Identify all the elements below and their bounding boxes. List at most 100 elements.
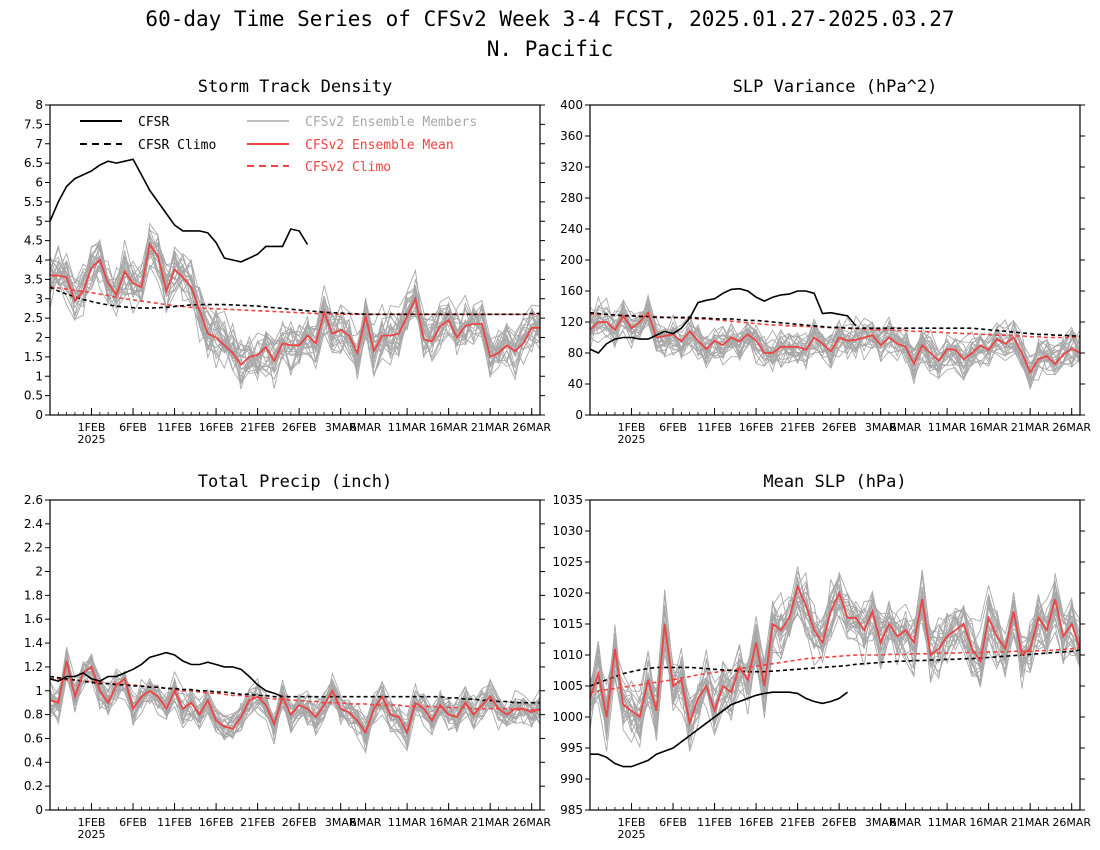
- x-tick-label: 1FEB: [618, 816, 646, 829]
- y-tick-label: 1025: [552, 555, 583, 569]
- y-tick-label: 1000: [552, 710, 583, 724]
- y-tick-label: 1030: [552, 524, 583, 538]
- ensemble-member-line: [589, 580, 1081, 752]
- ensemble-member-line: [589, 573, 1081, 727]
- x-tick-label: 16MAR: [969, 421, 1008, 434]
- series-cfsv2-ensemble-mean: [589, 584, 1081, 727]
- x-tick-label: 11MAR: [388, 421, 427, 434]
- y-tick-label: 0.5: [24, 389, 43, 403]
- ensemble-member-line: [589, 306, 1081, 382]
- x-tick-label: 26FEB: [822, 421, 857, 434]
- y-tick-label: 160: [560, 284, 583, 298]
- x-tick-label: 3MAR: [865, 816, 897, 829]
- series-cfsv2-ensemble-mean: [49, 660, 541, 735]
- y-tick-label: 990: [560, 772, 583, 786]
- ensemble-member-line: [589, 316, 1081, 382]
- x-tick-label: 21FEB: [240, 816, 275, 829]
- y-tick-label: 4: [35, 253, 43, 267]
- y-tick-label: 7.5: [24, 117, 43, 131]
- legend-label-members: CFSv2 Ensemble Members: [305, 115, 477, 130]
- x-tick-label: 6MAR: [890, 816, 922, 829]
- y-tick-label: 1.2: [24, 660, 43, 674]
- ensemble-member-line: [49, 654, 541, 736]
- x-year-label: 2025: [618, 828, 646, 841]
- series-cfsr-climo: [49, 675, 540, 704]
- y-tick-label: 0: [35, 803, 43, 817]
- y-tick-label: 320: [560, 160, 583, 174]
- x-tick-label: 21MAR: [471, 421, 510, 434]
- series-cfsr: [49, 651, 283, 698]
- x-tick-label: 16MAR: [429, 421, 468, 434]
- y-tick-label: 2: [35, 565, 43, 579]
- x-tick-label: 16FEB: [739, 421, 774, 434]
- panel-storm-track-density: Storm Track Density 0 0.5 1 1.5 2 2.5 3 3.5 4 4.5 5…: [24, 77, 551, 446]
- x-tick-label: 6MAR: [350, 816, 382, 829]
- panel-total-precip: Total Precip (inch) 0 0.2 0.4 0.6 0.8 1 1.2 1.4 1…: [24, 472, 551, 841]
- plot-frame: [589, 104, 1081, 416]
- ensemble-member-line: [49, 227, 541, 378]
- x-tick-label: 16FEB: [739, 816, 774, 829]
- y-tick-label: 995: [560, 741, 583, 755]
- y-tick-label: 1: [35, 369, 43, 383]
- ensemble-member-line: [49, 243, 541, 378]
- ensemble-member-line: [589, 587, 1081, 732]
- ensemble-member-line: [49, 233, 541, 378]
- x-tick-label: 21MAR: [1011, 421, 1050, 434]
- figure-subtitle: N. Pacific: [487, 37, 613, 61]
- y-tick-label: 4.5: [24, 234, 43, 248]
- x-tick-label: 21MAR: [1011, 816, 1050, 829]
- x-tick-label: 6MAR: [890, 421, 922, 434]
- y-tick-label: 0.8: [24, 708, 43, 722]
- x-tick-label: 26MAR: [512, 421, 551, 434]
- legend: CFSR CFSR Climo CFSv2 Ensemble Members C…: [80, 115, 477, 175]
- y-tick-label: 6.5: [24, 156, 43, 170]
- legend-label-ens-mean: CFSv2 Ensemble Mean: [305, 138, 454, 153]
- y-tick-label: 120: [560, 315, 583, 329]
- panel-mean-slp: Mean SLP (hPa) 985 990 995 1000 1005 1010 1015 1…: [552, 472, 1091, 841]
- series-cfsr-climo: [589, 311, 1080, 337]
- x-tick-label: 21FEB: [240, 421, 275, 434]
- panel-title: SLP Variance (hPa^2): [733, 77, 938, 97]
- x-tick-label: 1FEB: [78, 421, 106, 434]
- series-cfsr: [49, 158, 309, 263]
- legend-label-cfsr-climo: CFSR Climo: [138, 138, 216, 153]
- x-year-label: 2025: [78, 433, 106, 446]
- x-tick-label: 3MAR: [325, 816, 357, 829]
- y-tick-label: 400: [560, 98, 583, 112]
- y-tick-label: 2: [35, 331, 43, 345]
- ensemble-member-line: [589, 318, 1081, 376]
- y-tick-label: 3: [35, 292, 43, 306]
- x-tick-label: 6FEB: [119, 421, 147, 434]
- series-cfsr-climo: [589, 649, 1081, 687]
- y-tick-label: 6: [35, 176, 43, 190]
- legend-label-cfsr: CFSR: [138, 115, 169, 130]
- ensemble-member-line: [589, 301, 1081, 383]
- x-tick-label: 26FEB: [822, 816, 857, 829]
- y-tick-label: 1: [35, 684, 43, 698]
- series-cfsr: [590, 691, 848, 768]
- legend-label-cfsv2-climo: CFSv2 Climo: [305, 160, 391, 175]
- panel-slp-variance: SLP Variance (hPa^2) 0 40 80 120 160 200 240 280…: [560, 77, 1091, 446]
- y-tick-label: 0: [35, 408, 43, 422]
- ensemble-member-line: [49, 236, 541, 369]
- x-tick-label: 6FEB: [659, 816, 687, 829]
- y-tick-label: 985: [560, 803, 583, 817]
- series-cfsv2-climo: [50, 677, 540, 711]
- x-year-label: 2025: [78, 828, 106, 841]
- series-cfsv2-ensemble-mean: [50, 242, 540, 366]
- y-tick-label: 1.4: [24, 636, 43, 650]
- y-tick-label: 2.5: [24, 311, 43, 325]
- x-tick-label: 3MAR: [865, 421, 897, 434]
- y-tick-label: 0.4: [24, 755, 43, 769]
- x-tick-label: 21FEB: [780, 816, 815, 829]
- x-tick-label: 26FEB: [282, 421, 317, 434]
- y-tick-label: 2.4: [24, 517, 43, 531]
- x-tick-label: 6FEB: [659, 421, 687, 434]
- y-tick-label: 240: [560, 222, 583, 236]
- ensemble-member-line: [49, 250, 541, 372]
- y-tick-label: 5.5: [24, 195, 43, 209]
- y-tick-label: 7: [35, 137, 43, 151]
- y-tick-label: 40: [568, 377, 583, 391]
- x-tick-label: 26MAR: [1052, 816, 1091, 829]
